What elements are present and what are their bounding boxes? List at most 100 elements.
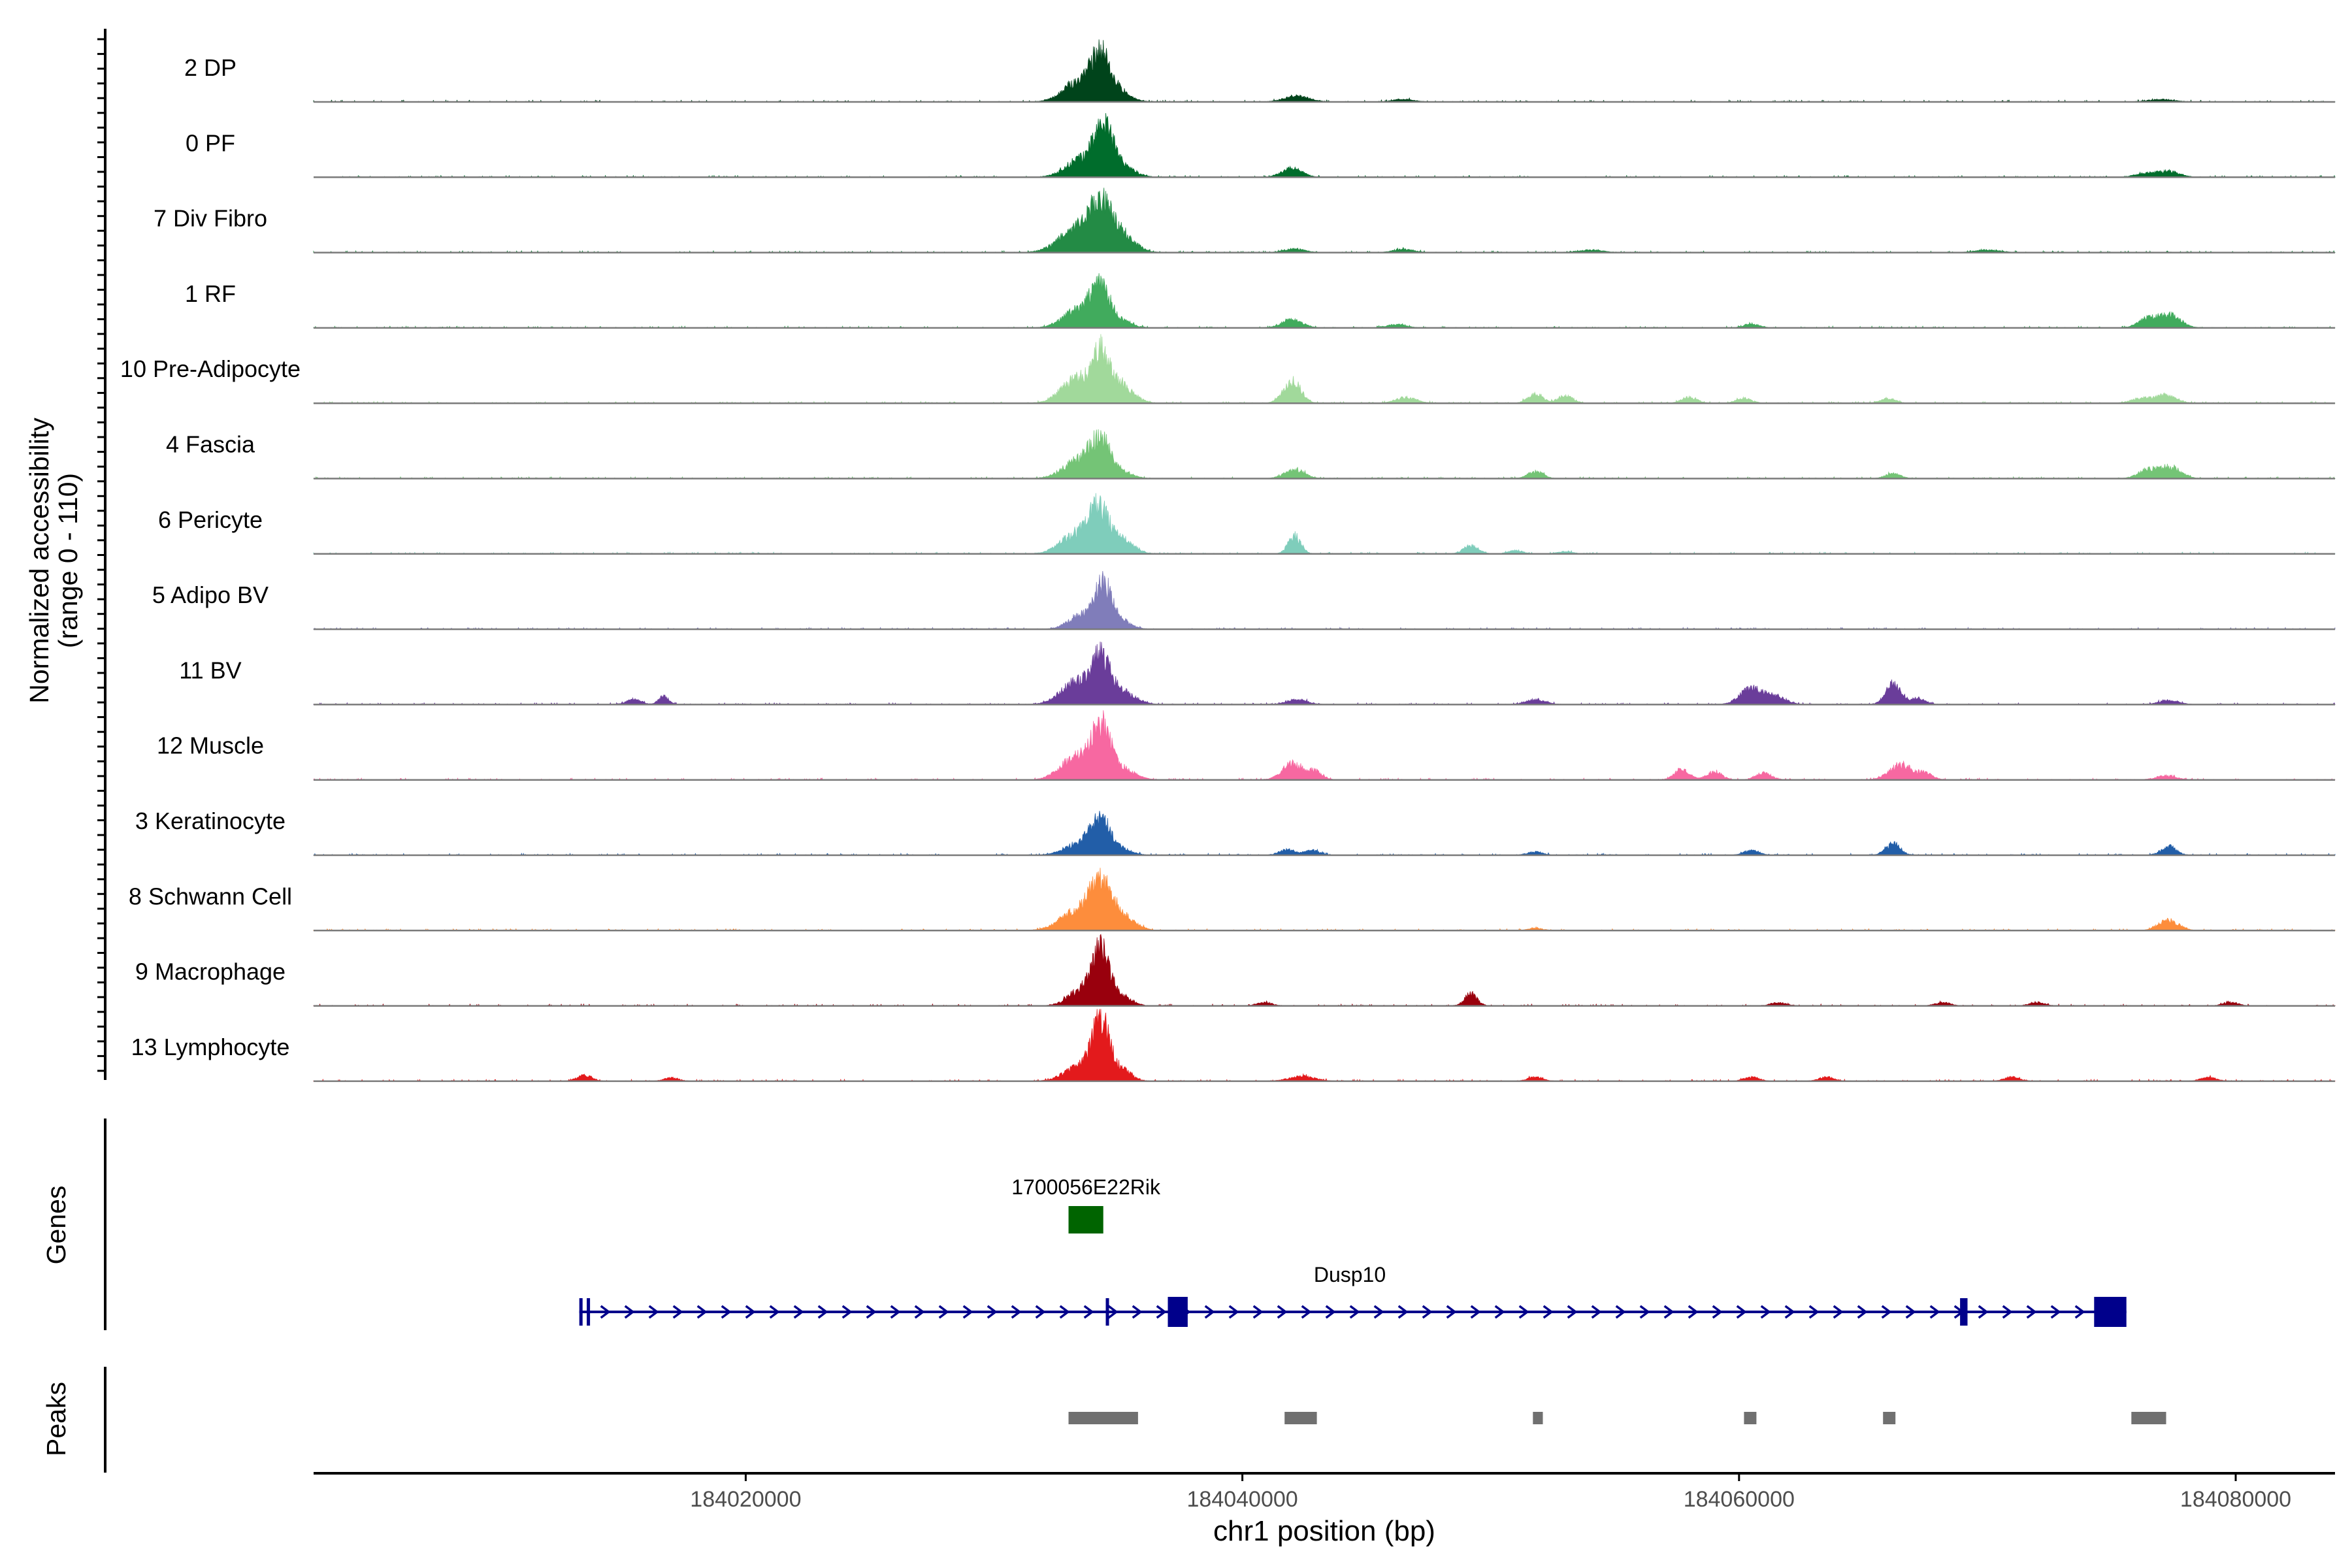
strand-arrow	[1857, 1305, 1868, 1319]
strand-arrow	[1301, 1305, 1312, 1319]
track-label: 2 DP	[184, 54, 237, 81]
strand-arrow	[1252, 1305, 1264, 1319]
x-tick-label: 184060000	[1684, 1487, 1795, 1512]
track-7: 6 Pericyte	[158, 493, 2336, 555]
strand-arrow	[769, 1305, 780, 1319]
strand-arrow	[1446, 1305, 1457, 1319]
gene-label: Dusp10	[1314, 1263, 1386, 1286]
strand-arrow	[1784, 1305, 1795, 1319]
track-label: 6 Pericyte	[158, 506, 263, 533]
strand-arrow	[624, 1305, 635, 1319]
strand-arrow	[1736, 1305, 1747, 1319]
track-label: 9 Macrophage	[135, 958, 286, 985]
track-11: 3 Keratinocyte	[135, 808, 2336, 857]
strand-arrow	[987, 1305, 998, 1319]
track-label: 8 Schwann Cell	[129, 883, 292, 909]
strand-arrow	[962, 1305, 973, 1319]
strand-arrow	[817, 1305, 828, 1319]
track-label: 11 BV	[179, 657, 241, 683]
strand-arrow	[1035, 1305, 1046, 1319]
peak-region	[1068, 1412, 1138, 1424]
peak-region	[2131, 1412, 2166, 1424]
peak-region	[1284, 1412, 1317, 1424]
gene-exon	[1168, 1297, 1188, 1327]
genes-panel-label: Genes	[41, 1186, 71, 1265]
strand-arrow	[841, 1305, 853, 1319]
track-5: 10 Pre-Adipocyte	[120, 334, 2336, 404]
track-2: 0 PF	[186, 113, 2336, 178]
track-12: 8 Schwann Cell	[129, 868, 2336, 932]
strand-arrow	[2026, 1305, 2037, 1319]
strand-arrow	[793, 1305, 804, 1319]
gene-exon	[2094, 1297, 2127, 1327]
track-label: 13 Lymphocyte	[131, 1034, 290, 1060]
strand-arrow	[1591, 1305, 1602, 1319]
strand-arrow	[696, 1305, 708, 1319]
gene-Dusp10: Dusp10	[579, 1263, 2127, 1327]
strand-arrow	[1494, 1305, 1505, 1319]
track-10: 12 Muscle	[157, 710, 2336, 781]
strand-arrow	[866, 1305, 877, 1319]
strand-arrow	[1107, 1305, 1119, 1319]
coverage-y-axis	[97, 29, 106, 1080]
gene-exon	[1068, 1206, 1103, 1233]
track-label: 12 Muscle	[157, 732, 264, 759]
strand-arrow	[1688, 1305, 1699, 1319]
strand-arrow	[1639, 1305, 1650, 1319]
track-14: 13 Lymphocyte	[131, 1009, 2336, 1083]
strand-arrow	[2002, 1305, 2013, 1319]
strand-arrow	[1833, 1305, 1844, 1319]
strand-arrow	[914, 1305, 925, 1319]
strand-arrow	[1204, 1305, 1215, 1319]
coverage-tracks: 2 DP 0 PF 7 Div Fibro 1 RF 10 Pre-Adipocyte 4…	[120, 39, 2336, 1083]
strand-arrow	[600, 1305, 611, 1319]
x-tick-label: 184040000	[1187, 1487, 1298, 1512]
track-13: 9 Macrophage	[135, 934, 2336, 1007]
strand-arrow	[1397, 1305, 1409, 1319]
strand-arrow	[1978, 1305, 1989, 1319]
track-label: 4 Fascia	[166, 431, 255, 458]
strand-arrow	[672, 1305, 683, 1319]
strand-arrow	[1518, 1305, 1529, 1319]
track-label: 10 Pre-Adipocyte	[120, 355, 301, 382]
strand-arrow	[1132, 1305, 1143, 1319]
x-tick-label: 184080000	[2180, 1487, 2291, 1512]
strand-arrow	[1543, 1305, 1554, 1319]
strand-arrow	[1083, 1305, 1094, 1319]
track-8: 5 Adipo BV	[152, 570, 2336, 630]
peak-region	[1533, 1412, 1543, 1424]
strand-arrow	[1011, 1305, 1022, 1319]
strand-arrow	[890, 1305, 901, 1319]
track-label: 3 Keratinocyte	[135, 808, 286, 834]
strand-arrow	[938, 1305, 949, 1319]
genes-panel: 1700056E22Rik Dusp10	[579, 1175, 2127, 1327]
strand-arrow	[1760, 1305, 1771, 1319]
strand-arrow	[1422, 1305, 1433, 1319]
strand-arrow	[648, 1305, 659, 1319]
track-4: 1 RF	[185, 273, 2336, 329]
gene-exon	[1960, 1298, 1968, 1326]
x-tick-label: 184020000	[690, 1487, 801, 1512]
track-3: 7 Div Fibro	[154, 188, 2336, 253]
strand-arrow	[1881, 1305, 1892, 1319]
strand-arrow	[1156, 1305, 1167, 1319]
track-label: 1 RF	[185, 280, 236, 307]
strand-arrow	[1663, 1305, 1674, 1319]
track-6: 4 Fascia	[166, 429, 2336, 480]
strand-arrow	[1470, 1305, 1481, 1319]
strand-arrow	[1373, 1305, 1384, 1319]
gene-1700056E22Rik: 1700056E22Rik	[1011, 1175, 1161, 1233]
strand-arrow	[1712, 1305, 1723, 1319]
strand-arrow	[721, 1305, 732, 1319]
track-1: 2 DP	[184, 39, 2336, 103]
y-axis-label-line2: (range 0 - 110)	[53, 473, 83, 648]
strand-arrow	[1929, 1305, 1940, 1319]
y-axis-label-line1: Normalized accessibility	[24, 417, 54, 704]
gene-exon	[587, 1298, 591, 1326]
strand-arrow	[1228, 1305, 1239, 1319]
x-axis: 184020000 184040000 184060000 184080000	[690, 1473, 2291, 1512]
gene-exon	[1105, 1298, 1109, 1326]
peak-region	[1883, 1412, 1896, 1424]
